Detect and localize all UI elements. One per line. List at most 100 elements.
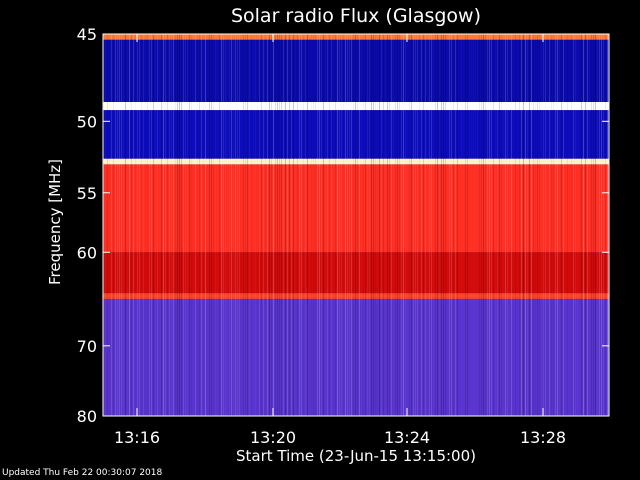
streak	[125, 34, 126, 416]
streak	[407, 34, 408, 416]
streak	[231, 34, 232, 416]
streak	[449, 34, 450, 416]
streak	[453, 34, 454, 416]
streak	[569, 34, 570, 416]
streak	[247, 34, 248, 416]
streak	[437, 34, 438, 416]
streak	[429, 34, 430, 416]
streak	[139, 34, 140, 416]
streak	[417, 34, 418, 416]
streak	[321, 34, 322, 416]
streak	[425, 34, 426, 416]
streak	[213, 34, 214, 416]
streak	[117, 34, 118, 416]
streak	[279, 34, 280, 416]
streak	[485, 34, 486, 416]
streak	[107, 34, 108, 416]
streak	[487, 34, 488, 416]
streak	[589, 34, 590, 416]
streak	[593, 34, 594, 416]
streak	[261, 34, 262, 416]
streak	[183, 34, 184, 416]
streak	[301, 34, 302, 416]
streak	[253, 34, 254, 416]
streak	[545, 34, 546, 416]
streak	[319, 34, 320, 416]
streak	[605, 34, 606, 416]
streak	[595, 34, 596, 416]
streak	[245, 34, 246, 416]
streak	[441, 34, 442, 416]
streak	[335, 34, 336, 416]
streak	[193, 34, 194, 416]
streak	[113, 34, 114, 416]
streak	[423, 34, 424, 416]
streak	[493, 34, 494, 416]
streak	[315, 34, 316, 416]
streak	[283, 34, 284, 416]
streak	[189, 34, 190, 416]
streak	[513, 34, 514, 416]
streak	[587, 34, 588, 416]
streak	[309, 34, 310, 416]
updated-timestamp: Updated Thu Feb 22 00:30:07 2018	[2, 468, 163, 478]
streak	[109, 34, 110, 416]
streak	[337, 34, 338, 416]
streak	[517, 34, 518, 416]
streak	[377, 34, 378, 416]
streak	[239, 34, 240, 416]
streak	[395, 34, 396, 416]
streak	[527, 34, 528, 416]
streak	[127, 34, 128, 416]
streak	[151, 34, 152, 416]
streak	[359, 34, 360, 416]
streak	[303, 34, 304, 416]
streak	[361, 34, 362, 416]
streak	[511, 34, 512, 416]
streak	[573, 34, 574, 416]
streak	[225, 34, 226, 416]
streak	[339, 34, 340, 416]
streak	[201, 34, 202, 416]
streak	[271, 34, 272, 416]
streak	[497, 34, 498, 416]
streak	[165, 34, 166, 416]
streak	[419, 34, 420, 416]
chart-title: Solar radio Flux (Glasgow)	[231, 5, 481, 27]
streak	[495, 34, 496, 416]
streak	[515, 34, 516, 416]
streak	[281, 34, 282, 416]
y-tick-label: 45	[77, 25, 97, 44]
streak	[135, 34, 136, 416]
streak	[521, 34, 522, 416]
streak	[533, 34, 534, 416]
streak	[119, 34, 120, 416]
streak	[463, 34, 464, 416]
streak	[451, 34, 452, 416]
streak	[391, 34, 392, 416]
streak	[137, 34, 138, 416]
streak	[465, 34, 466, 416]
streak	[439, 34, 440, 416]
streak	[147, 34, 148, 416]
streak	[341, 34, 342, 416]
streak	[539, 34, 540, 416]
streak	[209, 34, 210, 416]
band-0	[103, 34, 609, 40]
y-tick-label: 60	[77, 243, 97, 262]
streak	[385, 34, 386, 416]
streak	[581, 34, 582, 416]
streak	[187, 34, 188, 416]
streak	[241, 34, 242, 416]
streak	[381, 34, 382, 416]
x-tick-label: 13:20	[250, 428, 296, 447]
y-axis-label: Frequency [MHz]	[46, 159, 64, 285]
streak	[123, 34, 124, 416]
streak	[207, 34, 208, 416]
streak	[393, 34, 394, 416]
streak	[233, 34, 234, 416]
streak	[161, 34, 162, 416]
streak	[373, 34, 374, 416]
streak	[291, 34, 292, 416]
